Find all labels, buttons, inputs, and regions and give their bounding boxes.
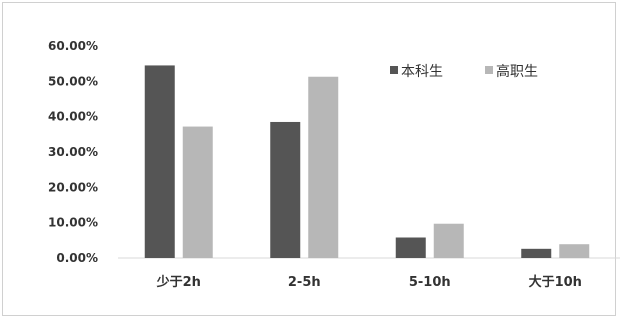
bar-高职生-大于10h — [559, 244, 590, 258]
y-tick-label: 0.00% — [56, 251, 98, 265]
y-tick-label: 30.00% — [48, 145, 98, 159]
legend-swatch — [390, 66, 398, 74]
bars — [144, 65, 590, 259]
y-tick-label: 60.00% — [48, 39, 98, 53]
y-tick-label: 50.00% — [48, 74, 98, 88]
x-tick-label: 5-10h — [409, 275, 451, 290]
y-tick-label: 10.00% — [48, 216, 98, 230]
bar-高职生-5-10h — [433, 223, 464, 258]
bar-本科生-少于2h — [144, 65, 175, 258]
legend-label: 本科生 — [401, 64, 443, 80]
x-tick-label: 大于10h — [529, 274, 582, 290]
legend: 本科生 高职生 — [390, 63, 538, 80]
bar-高职生-2-5h — [308, 76, 339, 259]
y-axis-ticks: 0.00% 10.00% 20.00% 30.00% 40.00% 50.00% 60.00… — [48, 39, 98, 265]
bar-高职生-少于2h — [182, 126, 213, 258]
x-tick-label: 少于2h — [156, 274, 201, 290]
y-tick-label: 40.00% — [48, 110, 98, 124]
bar-本科生-2-5h — [270, 121, 301, 258]
legend-swatch — [485, 66, 493, 74]
bar-本科生-大于10h — [521, 248, 552, 258]
legend-label: 高职生 — [496, 63, 538, 80]
y-tick-label: 20.00% — [48, 180, 98, 194]
x-tick-label: 2-5h — [288, 275, 321, 290]
bar-本科生-5-10h — [395, 237, 426, 258]
x-axis-ticks: 少于2h 2-5h 5-10h 大于10h — [156, 274, 582, 290]
